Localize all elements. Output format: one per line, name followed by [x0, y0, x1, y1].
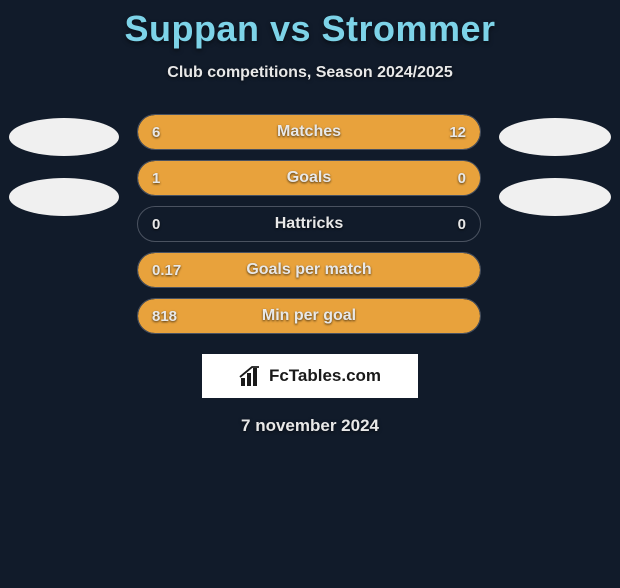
- stat-label: Min per goal: [138, 307, 480, 325]
- stat-right-value: 0: [458, 216, 466, 233]
- fctables-logo[interactable]: FcTables.com: [202, 354, 418, 398]
- stat-label: Goals per match: [138, 261, 480, 279]
- logo-text: FcTables.com: [269, 366, 381, 386]
- stat-bar-min-per-goal: 818 Min per goal: [137, 298, 481, 334]
- stat-bar-goals-per-match: 0.17 Goals per match: [137, 252, 481, 288]
- right-avatar-column: [499, 114, 611, 216]
- left-avatar-column: [9, 114, 119, 216]
- stats-area: 6 Matches 12 1 Goals 0 0 Hattricks 0 0.1…: [0, 114, 620, 334]
- stat-label: Matches: [138, 123, 480, 141]
- stat-right-value: 0: [458, 170, 466, 187]
- player-avatar-left-2: [9, 178, 119, 216]
- bar-chart-icon: [239, 366, 263, 386]
- stat-label: Hattricks: [138, 215, 480, 233]
- comparison-title: Suppan vs Strommer: [0, 8, 620, 50]
- player-avatar-left-1: [9, 118, 119, 156]
- stat-bar-matches: 6 Matches 12: [137, 114, 481, 150]
- stat-label: Goals: [138, 169, 480, 187]
- stat-bars: 6 Matches 12 1 Goals 0 0 Hattricks 0 0.1…: [137, 114, 481, 334]
- player-avatar-right-1: [499, 118, 611, 156]
- season-subtitle: Club competitions, Season 2024/2025: [0, 64, 620, 82]
- player-avatar-right-2: [499, 178, 611, 216]
- stat-right-value: 12: [449, 124, 466, 141]
- stat-bar-goals: 1 Goals 0: [137, 160, 481, 196]
- stat-bar-hattricks: 0 Hattricks 0: [137, 206, 481, 242]
- snapshot-date: 7 november 2024: [0, 416, 620, 436]
